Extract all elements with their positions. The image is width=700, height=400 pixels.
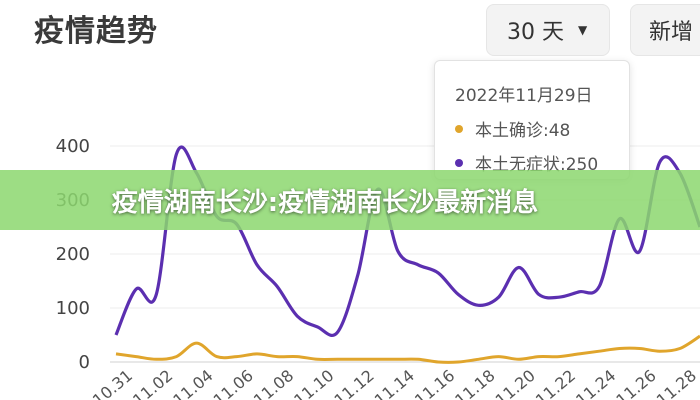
y-tick-label: 0 <box>79 352 90 373</box>
headline-banner <box>0 170 700 230</box>
headline-text[interactable]: 疫情湖南长沙:疫情湖南长沙最新消息 <box>111 187 539 218</box>
date-range-label: 30 天 <box>507 20 564 45</box>
date-range-select[interactable]: 30 天 ▼ <box>486 4 610 56</box>
new-cases-label: 新增 <box>649 20 694 45</box>
y-tick-label: 400 <box>56 136 90 157</box>
page-title: 疫情趋势 <box>34 14 158 49</box>
x-axis: 10.3111.0211.0411.0611.0811.1011.1211.14… <box>89 366 700 400</box>
tooltip-date: 2022年11月29日 <box>455 86 593 106</box>
y-tick-label: 200 <box>56 244 90 265</box>
chart-tooltip: 2022年11月29日 本土确诊:48 本土无症状:250 <box>434 60 630 180</box>
x-tick-label: 11.28 <box>653 366 700 400</box>
new-cases-button[interactable]: 新增 <box>630 4 700 56</box>
tooltip-row-confirmed: 本土确诊:48 <box>455 116 629 141</box>
confirmed-line <box>115 334 700 364</box>
asymptomatic-dot-icon <box>455 158 463 167</box>
caret-down-icon: ▼ <box>578 23 588 37</box>
tooltip-confirmed-label: 本土确诊:48 <box>475 121 571 141</box>
y-tick-label: 100 <box>56 298 90 319</box>
confirmed-dot-icon <box>455 124 463 133</box>
